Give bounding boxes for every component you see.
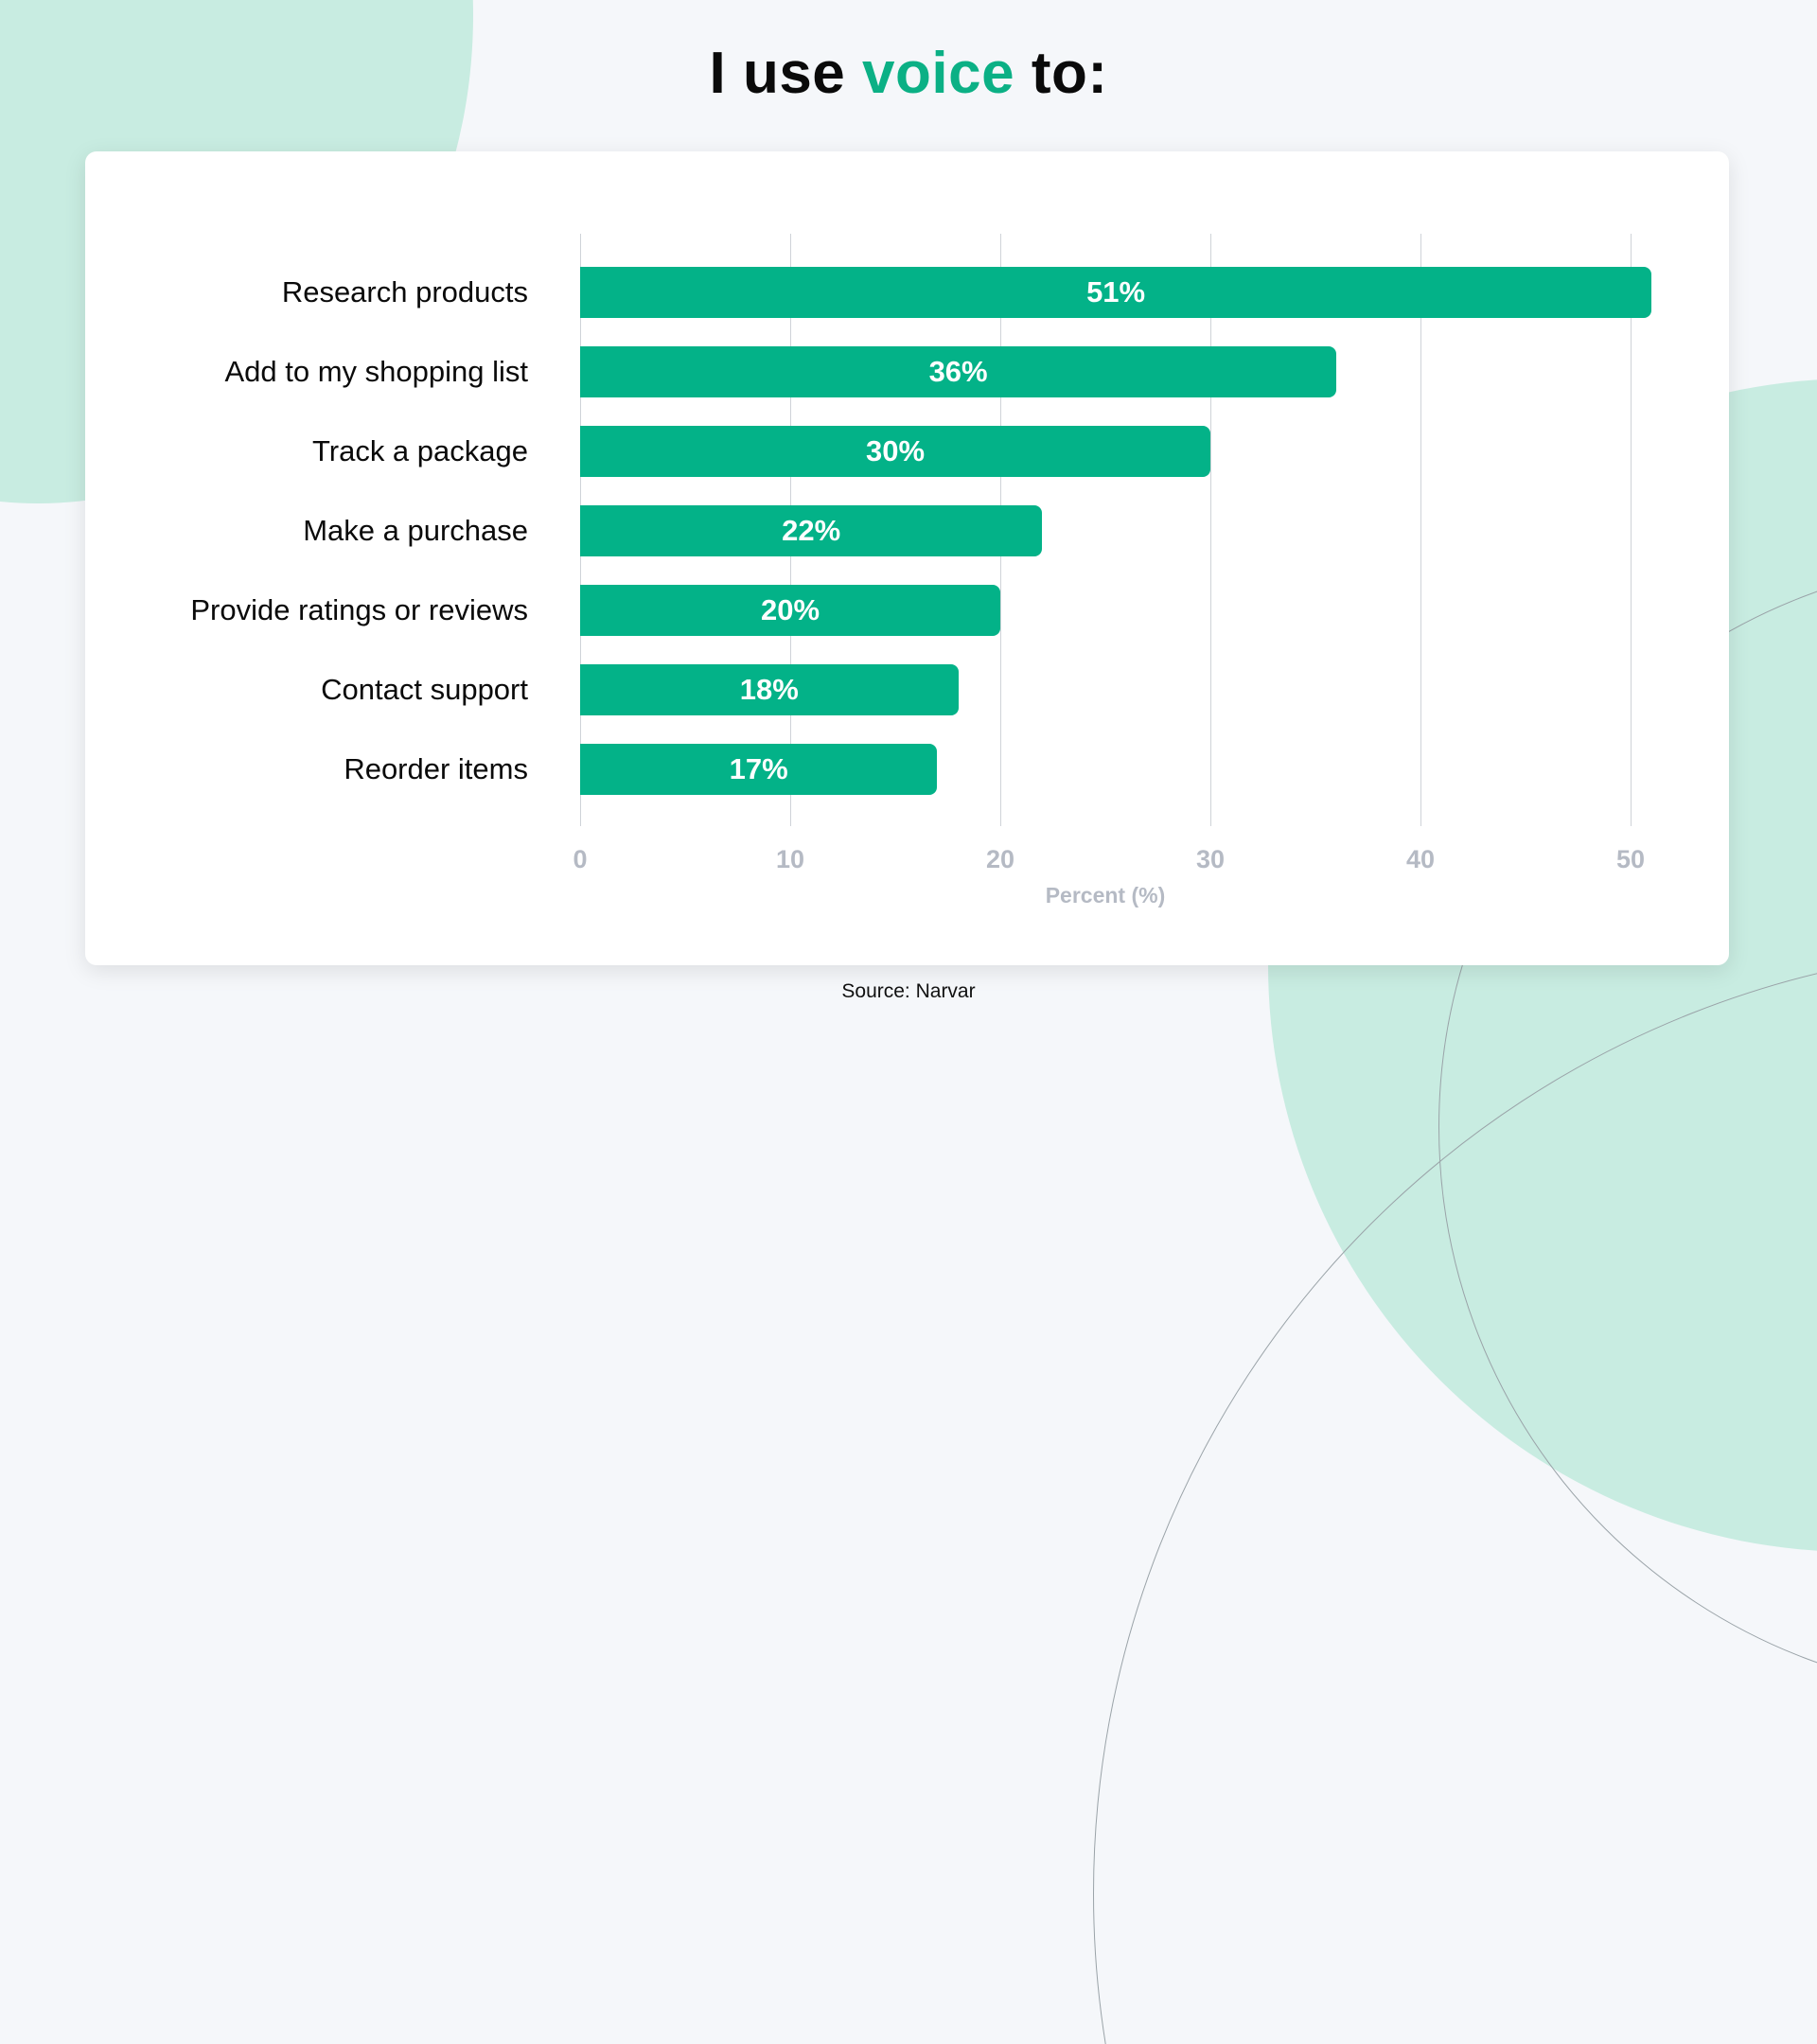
- x-tick-label: 0: [573, 845, 588, 873]
- bar: 17%: [580, 744, 938, 795]
- bar: 36%: [580, 346, 1337, 397]
- title-accent: voice: [862, 41, 1015, 106]
- bar-value-label: 36%: [928, 355, 988, 388]
- category-label: Provide ratings or reviews: [190, 593, 528, 626]
- bar-value-label: 18%: [739, 673, 799, 706]
- x-tick-label: 30: [1195, 845, 1226, 873]
- x-tick-label: 50: [1615, 845, 1646, 873]
- category-label: Make a purchase: [303, 514, 528, 547]
- bar: 22%: [580, 505, 1043, 556]
- bar-value-label: 22%: [782, 514, 841, 547]
- category-label: Contact support: [321, 673, 528, 706]
- bar: 18%: [580, 664, 959, 715]
- category-label: Reorder items: [344, 752, 528, 785]
- category-label: Research products: [281, 275, 528, 308]
- bar-value-label: 51%: [1086, 275, 1146, 308]
- bar: 20%: [580, 585, 1000, 636]
- gridline: [1420, 234, 1421, 826]
- bar-value-label: 20%: [760, 593, 820, 626]
- bar-value-label: 17%: [729, 752, 788, 785]
- bar: 30%: [580, 426, 1210, 477]
- gridline: [1631, 234, 1632, 826]
- title-prefix: I use: [709, 41, 846, 106]
- title-suffix: to:: [1031, 41, 1108, 106]
- gridline: [1210, 234, 1211, 826]
- category-label: Track a package: [311, 434, 528, 467]
- bar: 51%: [580, 267, 1652, 318]
- x-tick-label: 10: [775, 845, 805, 873]
- source-caption: Source: Narvar: [841, 980, 976, 1002]
- x-tick-label: 40: [1405, 845, 1436, 873]
- category-label: Add to my shopping list: [224, 355, 528, 388]
- bar-value-label: 30%: [865, 434, 926, 467]
- x-axis-label: Percent (%): [1045, 883, 1166, 907]
- x-tick-label: 20: [985, 845, 1015, 873]
- chart-title: I use voice to:: [0, 40, 1817, 107]
